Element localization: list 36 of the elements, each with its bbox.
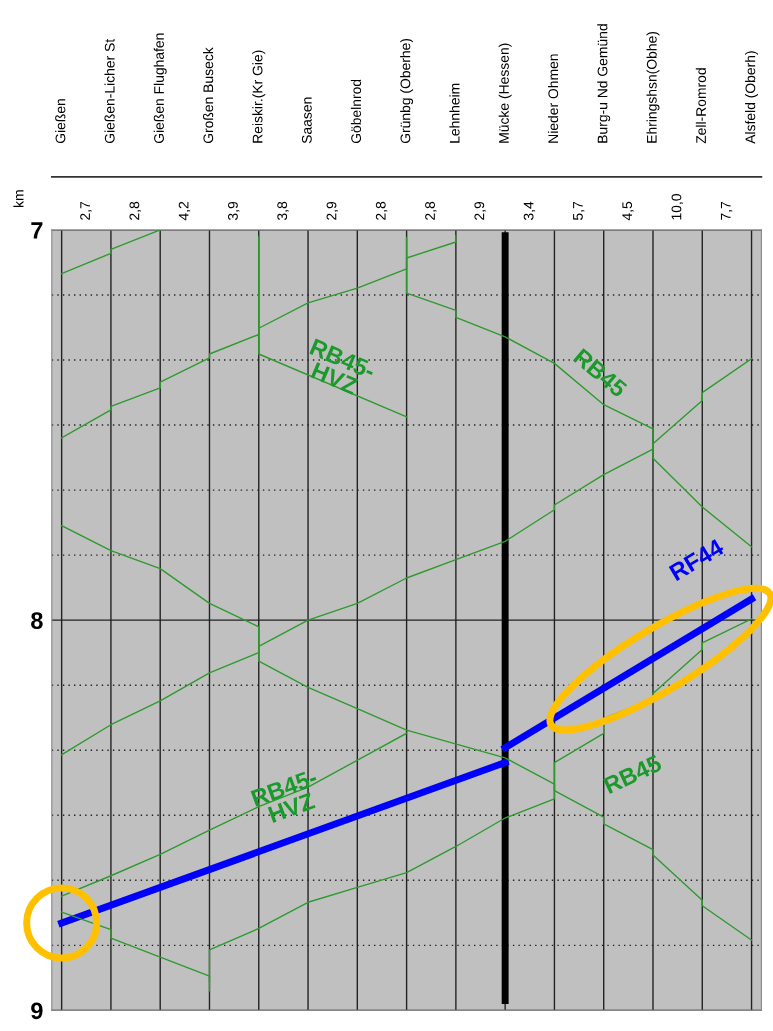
annotation: RB45- HVZ: [250, 768, 319, 823]
y-tick-label: 9: [31, 1002, 43, 1020]
x-tick-label: Nieder Ohmen: [547, 54, 559, 143]
x-tick-label: Grünbg (Oberhe): [400, 38, 414, 144]
text: 4,2: [178, 201, 191, 221]
text: 2,8: [425, 201, 437, 220]
text: 2,7: [80, 201, 92, 220]
x-tick-label: Burg-u Nd Gemünd: [597, 24, 611, 143]
text: km: [13, 190, 24, 208]
x-tick-label: Großen Buseck: [203, 47, 214, 144]
text: 3,8: [277, 201, 289, 221]
text: 10,0: [671, 194, 683, 220]
x-tick-label: Göbelnrod: [350, 79, 362, 144]
x-tick-label: Gießen Flughafen: [153, 33, 167, 144]
text: 4,5: [622, 201, 634, 221]
x-tick-label: Gießen: [55, 99, 66, 144]
y-tick-label: 8: [31, 612, 43, 629]
x-tick-label: Ehringshsn(Obhe): [646, 31, 660, 143]
text: 2,9: [326, 201, 339, 220]
text: 2,8: [129, 201, 141, 220]
y-tick-label: 7: [31, 222, 43, 239]
text: 7,7: [720, 201, 733, 220]
text: 3,9: [228, 201, 240, 221]
x-tick-label: Zell-Romrod: [695, 68, 706, 144]
text: 5,7: [573, 201, 585, 220]
x-tick-label: Lehnheim: [449, 83, 460, 143]
x-tick-label: Alsfeld (Oberh): [745, 51, 759, 144]
annotation: RB45: [603, 754, 663, 795]
x-tick-label: Gießen-Licher St: [104, 38, 115, 144]
annotation: RB45- HVZ: [309, 338, 377, 395]
text: 3,4: [523, 201, 536, 221]
x-tick-label: Reiskir.(Kr Gie): [252, 50, 266, 143]
text: 2,9: [474, 201, 486, 220]
x-tick-label: Saasen: [301, 97, 312, 144]
x-tick-label: Mücke (Hessen): [498, 43, 512, 143]
text: 2,8: [375, 201, 388, 220]
